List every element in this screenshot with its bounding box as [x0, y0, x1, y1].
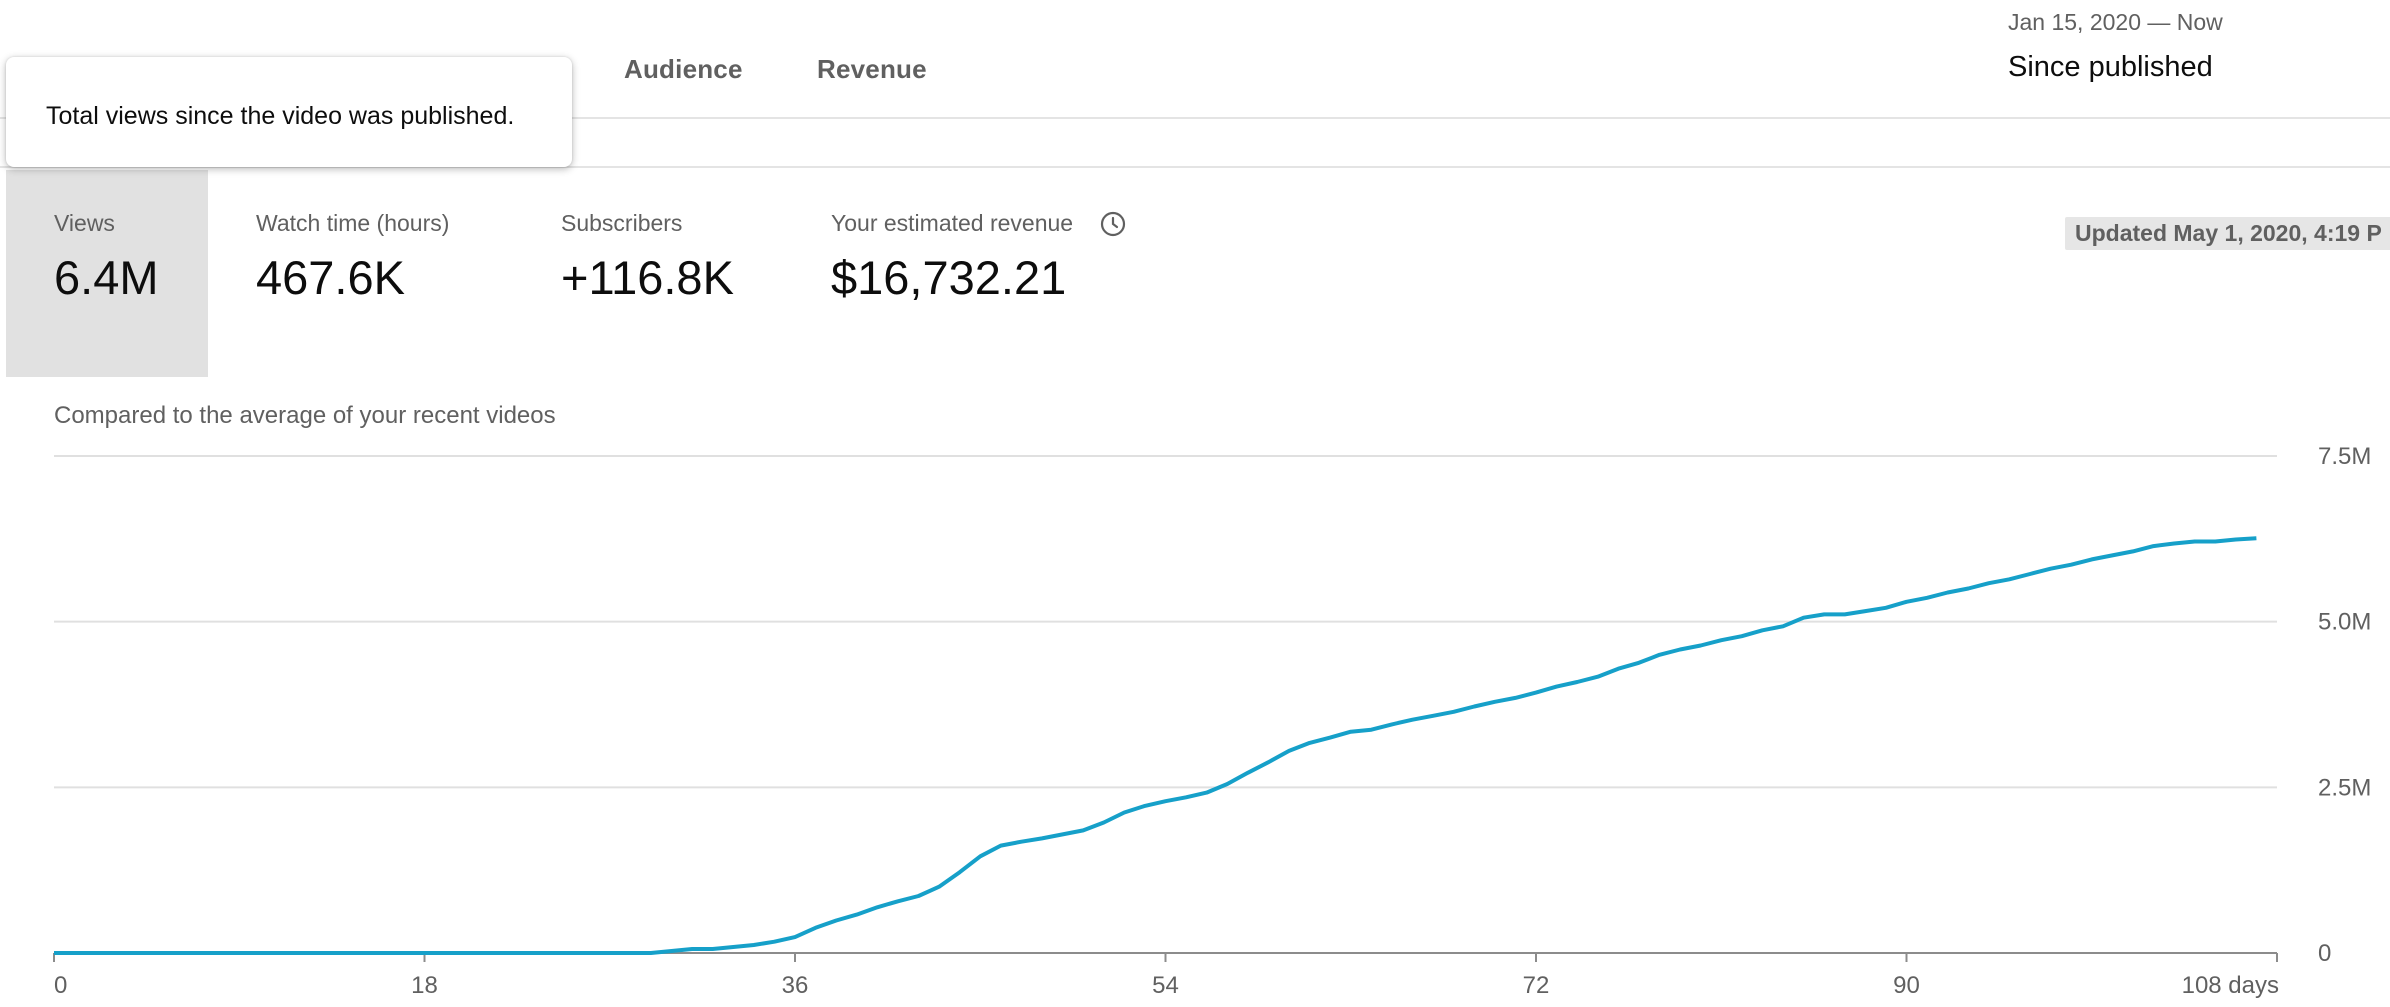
x-tick-label: 0 [54, 972, 67, 999]
x-tick-label: 108 days [2182, 972, 2279, 999]
section-divider [0, 166, 2390, 168]
metric-value: +116.8K [561, 251, 734, 304]
metric-label: Watch time (hours) [256, 210, 450, 236]
y-tick-label: 5.0M [2318, 609, 2371, 636]
tooltip: Total views since the video was publishe… [6, 57, 572, 167]
y-tick-label: 7.5M [2318, 443, 2371, 470]
metric-label: Views [54, 210, 115, 236]
x-tick-label: 54 [1152, 972, 1179, 999]
tab-audience[interactable]: Audience [624, 54, 743, 84]
metric-value: 6.4M [54, 251, 159, 304]
y-tick-label: 2.5M [2318, 774, 2371, 801]
metric-views[interactable]: Views 6.4M [6, 170, 208, 377]
clock-icon[interactable] [1100, 211, 1126, 237]
updated-timestamp: Updated May 1, 2020, 4:19 P [2065, 217, 2390, 250]
metric-revenue[interactable]: Your estimated revenue $16,732.21 [815, 170, 1145, 377]
views-chart: 0 2.5M 5.0M 7.5M 0 18 36 54 72 90 108 days [53, 443, 2371, 999]
metric-value: 467.6K [256, 251, 405, 304]
views-series-line [54, 536, 2257, 955]
metric-value: $16,732.21 [831, 251, 1067, 304]
metric-label: Your estimated revenue [831, 210, 1074, 236]
compare-label[interactable]: Compared to the average of your recent v… [54, 402, 556, 429]
x-tick-label: 72 [1523, 972, 1550, 999]
x-tick-label: 90 [1893, 972, 1920, 999]
metric-watch-time[interactable]: Watch time (hours) 467.6K [240, 170, 520, 377]
date-range-selector[interactable]: Since published [2008, 51, 2213, 83]
x-tick-label: 18 [411, 972, 438, 999]
y-tick-label: 0 [2318, 940, 2331, 967]
x-tick-label: 36 [782, 972, 809, 999]
metric-subscribers[interactable]: Subscribers +116.8K [545, 170, 795, 377]
tab-revenue[interactable]: Revenue [817, 54, 927, 84]
metric-label: Subscribers [561, 210, 683, 236]
date-range-dates[interactable]: Jan 15, 2020 — Now [2008, 9, 2223, 35]
tooltip-text: Total views since the video was publishe… [46, 102, 515, 130]
